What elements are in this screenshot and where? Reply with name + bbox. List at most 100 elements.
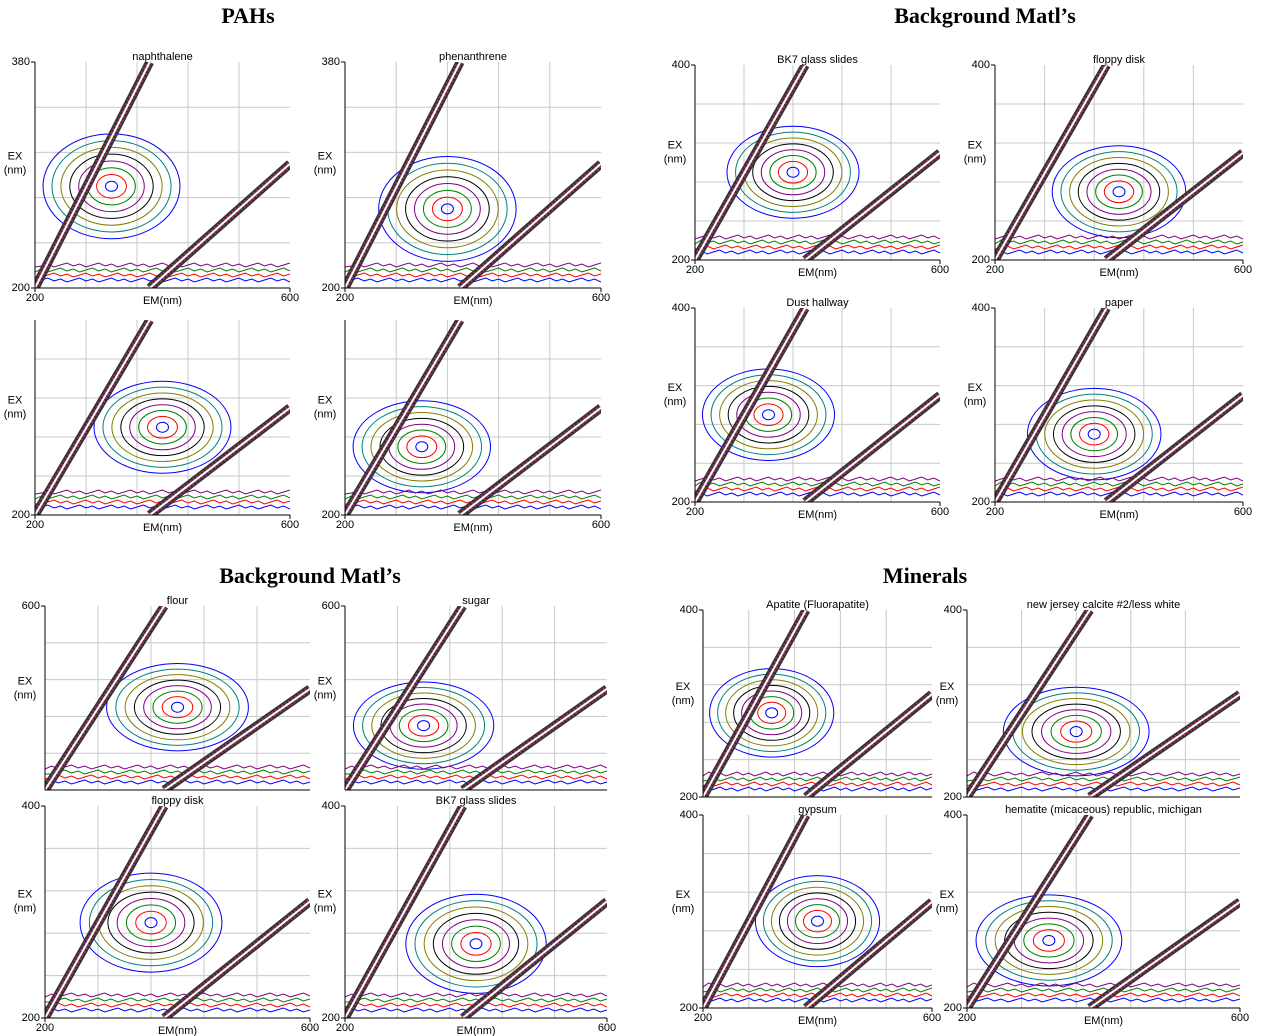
contour-line <box>703 987 932 993</box>
y-tick-label: 400 <box>972 59 990 71</box>
x-tick-label: 600 <box>598 1022 616 1034</box>
contour-line <box>1050 714 1102 749</box>
x-tick-label: 200 <box>686 506 704 518</box>
contour-line <box>79 872 223 973</box>
plot-area <box>345 320 601 515</box>
contour-line <box>786 166 800 178</box>
x-tick-label: 200 <box>986 264 1004 276</box>
contour-line <box>414 183 481 235</box>
contour-line <box>786 898 849 945</box>
contour-line <box>345 262 601 268</box>
contour-line <box>124 674 231 741</box>
contour-line <box>45 997 310 1003</box>
scatter-band <box>1105 151 1243 260</box>
y-axis-label: EX <box>668 382 683 394</box>
scatter-band <box>967 815 1091 1008</box>
contour-line <box>754 875 881 968</box>
y-tick-label: 200 <box>22 1012 40 1024</box>
scatter-band <box>35 62 151 288</box>
panel-title: gypsum <box>798 804 837 816</box>
y-axis-label: (nm) <box>936 695 959 707</box>
contour-line <box>762 409 775 421</box>
contour-line <box>1060 151 1178 233</box>
contour-line <box>440 203 454 215</box>
y-axis-label: (nm) <box>14 690 37 702</box>
x-tick-label: 600 <box>931 264 949 276</box>
contour-line <box>1042 934 1056 946</box>
contour-line <box>735 131 851 213</box>
y-axis-label: EX <box>8 151 23 163</box>
contour-line <box>397 429 447 464</box>
y-axis-label: EX <box>968 140 983 152</box>
y-axis-label: (nm) <box>664 154 687 166</box>
y-axis-label: (nm) <box>4 409 27 421</box>
contour-line <box>60 146 163 226</box>
contour-line <box>769 155 817 190</box>
contour-line <box>88 878 214 967</box>
panel-title: hematite (micaceous) republic, michigan <box>1005 804 1202 816</box>
x-tick-label: 600 <box>1231 1012 1249 1024</box>
contour-line <box>431 196 463 222</box>
contour-line <box>1077 162 1161 221</box>
contour-line <box>345 997 607 1003</box>
contour-line <box>695 481 940 487</box>
y-axis-label: (nm) <box>672 695 695 707</box>
panel-title: new jersey calcite #2/less white <box>1027 599 1180 611</box>
scatter-band <box>995 308 1108 502</box>
contour-line <box>1069 157 1169 227</box>
x-axis-label: EM(nm) <box>1099 509 1138 521</box>
contour-line <box>1031 703 1121 760</box>
contour-line <box>760 149 826 196</box>
scatter-band <box>703 610 807 797</box>
y-tick-label: 200 <box>322 282 340 294</box>
contour-line <box>995 476 1243 482</box>
contour-line <box>441 919 511 969</box>
x-tick-label: 200 <box>26 519 44 531</box>
panel-title: BK7 glass slides <box>436 795 517 807</box>
y-axis-label: EX <box>318 395 333 407</box>
contour-line <box>469 938 483 950</box>
contour-line <box>1044 399 1145 469</box>
contour-line <box>995 481 1243 487</box>
contour-line <box>143 685 212 730</box>
panel-title: naphthalene <box>132 51 193 63</box>
y-tick-label: 200 <box>322 1012 340 1024</box>
y-tick-label: 200 <box>944 791 962 803</box>
panel-title: paper <box>1105 297 1133 309</box>
contour-line <box>106 663 249 752</box>
y-tick-label: 400 <box>972 302 990 314</box>
contour-line <box>102 386 223 468</box>
y-axis-label: EX <box>668 140 683 152</box>
y-axis-label: (nm) <box>314 690 337 702</box>
contour-line <box>995 234 1243 240</box>
plot-area <box>967 610 1240 797</box>
y-axis-label: (nm) <box>964 396 987 408</box>
contour-line <box>116 898 186 948</box>
y-axis-label: EX <box>18 676 33 688</box>
contour-line <box>422 189 472 228</box>
contour-line <box>345 489 601 495</box>
contour-line <box>1087 428 1101 440</box>
plot-area <box>345 62 601 288</box>
contour-line <box>994 906 1104 975</box>
x-tick-label: 600 <box>1234 264 1252 276</box>
scatter-band <box>695 308 807 502</box>
contour-line <box>405 176 490 242</box>
contour-line <box>1079 422 1110 446</box>
y-axis-label: EX <box>676 681 691 693</box>
contour-line <box>171 701 184 713</box>
x-tick-label: 600 <box>281 292 299 304</box>
x-tick-label: 200 <box>986 506 1004 518</box>
x-tick-label: 200 <box>336 292 354 304</box>
contour-line <box>1112 186 1126 198</box>
contour-line <box>407 714 440 737</box>
contour-line <box>69 153 154 219</box>
x-tick-label: 600 <box>281 519 299 531</box>
contour-line <box>35 494 290 500</box>
scatter-band <box>345 62 462 288</box>
scatter-band <box>995 65 1108 260</box>
contour-line <box>45 992 310 998</box>
scatter-band <box>459 162 601 288</box>
plot-area <box>703 610 932 797</box>
